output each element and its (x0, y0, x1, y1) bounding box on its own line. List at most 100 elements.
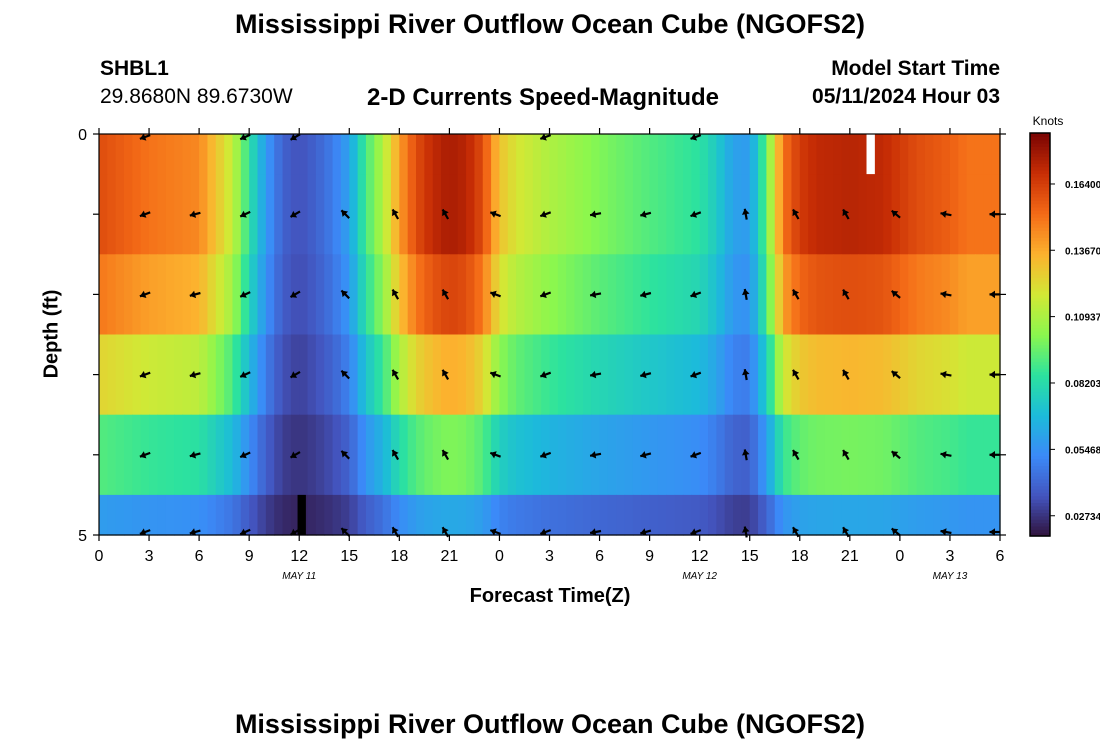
heatmap-cell (457, 254, 467, 336)
colorbar-segment (1030, 250, 1050, 255)
heatmap-cell (858, 494, 868, 536)
colorbar-segment (1030, 287, 1050, 292)
colorbar-segment (1030, 421, 1050, 426)
heatmap-cell (716, 414, 726, 496)
current-arrowhead (940, 451, 947, 459)
heatmap-cell (716, 254, 726, 336)
date-label: MAY 11 (282, 571, 316, 582)
heatmap-cell (232, 174, 242, 255)
heatmap-cell (924, 254, 934, 336)
heatmap-cell (215, 174, 225, 255)
heatmap-cell (899, 134, 909, 175)
heatmap-cell (399, 174, 409, 255)
colorbar-segment (1030, 203, 1050, 208)
heatmap-cell (833, 414, 843, 496)
heatmap-cell (532, 134, 542, 175)
colorbar-segment (1030, 371, 1050, 376)
heatmap-cell (724, 494, 734, 536)
heatmap-cell (733, 334, 742, 416)
heatmap-cell (149, 254, 158, 336)
colorbar-segment (1030, 149, 1050, 154)
colorbar-segment (1030, 411, 1050, 416)
colorbar-segment (1030, 347, 1050, 352)
heatmap-cell (407, 414, 417, 496)
heatmap-cell (274, 334, 284, 416)
heatmap-cell (232, 334, 242, 416)
current-arrowhead (590, 210, 597, 218)
heatmap-cell (474, 414, 484, 496)
heatmap-cell (983, 174, 993, 255)
colorbar-segment (1030, 297, 1050, 302)
heatmap-cell (774, 254, 784, 336)
heatmap-cell (874, 334, 884, 416)
current-arrowhead (341, 370, 348, 378)
current-arrowhead (290, 291, 298, 298)
heatmap-cell (858, 414, 868, 496)
heatmap-cell (524, 334, 534, 416)
heatmap-cell (774, 494, 784, 536)
heatmap-cell (349, 134, 359, 175)
heatmap-cell (674, 414, 684, 496)
heatmap-cell (199, 414, 209, 496)
heatmap-cell (574, 494, 584, 536)
heatmap-cell (791, 134, 801, 175)
heatmap-cell (357, 174, 367, 255)
current-arrowhead (690, 371, 697, 379)
colorbar-segment (1030, 465, 1050, 470)
heatmap-cell (758, 174, 767, 255)
heatmap-cell (107, 254, 117, 336)
heatmap-cell (407, 174, 417, 255)
heatmap-cell (124, 334, 133, 416)
x-tick-label: 9 (645, 548, 654, 565)
heatmap-cell (824, 254, 834, 336)
heatmap-cell (357, 134, 367, 175)
current-arrowhead (540, 210, 547, 218)
colorbar-segment (1030, 394, 1050, 399)
heatmap-cell (966, 414, 976, 496)
colorbar-segment (1030, 166, 1050, 171)
colorbar-segment (1030, 223, 1050, 228)
current-arrowhead (490, 451, 497, 459)
heatmap-cell (416, 254, 425, 336)
colorbar-segment (1030, 206, 1050, 211)
heatmap-cell (657, 494, 667, 536)
heatmap-cell (215, 334, 225, 416)
colorbar-segment (1030, 337, 1050, 342)
heatmap-cell (224, 334, 234, 416)
heatmap-cell (124, 414, 133, 496)
heatmap-cell (416, 414, 425, 496)
heatmap-cell (199, 254, 209, 336)
heatmap-cell (99, 494, 108, 536)
heatmap-cell (524, 174, 534, 255)
y-tick-label: 5 (78, 528, 87, 545)
heatmap-cell (257, 254, 267, 336)
heatmap-cell (557, 134, 567, 175)
current-arrowhead (690, 210, 697, 218)
heatmap-cell (916, 414, 926, 496)
heatmap-cell (382, 134, 392, 175)
heatmap-cell (99, 174, 108, 255)
heatmap-cell (549, 414, 559, 496)
x-tick-label: 0 (495, 548, 504, 565)
colorbar-segment (1030, 327, 1050, 332)
heatmap-cell (174, 414, 184, 496)
heatmap-cell (257, 134, 267, 175)
heatmap-cell (215, 494, 225, 536)
current-arrowhead (139, 210, 147, 218)
heatmap-cell (649, 494, 659, 536)
heatmap-cell (624, 134, 634, 175)
current-arrowhead (189, 528, 197, 536)
heatmap-cell (741, 494, 751, 536)
colorbar-segment (1030, 519, 1050, 524)
heatmap-cell (974, 134, 984, 175)
heatmap-cell (165, 334, 175, 416)
heatmap-cell (824, 414, 834, 496)
heatmap-cell (566, 254, 576, 336)
colorbar-segment (1030, 334, 1050, 339)
heatmap-cell (591, 134, 601, 175)
heatmap-cell (674, 254, 684, 336)
heatmap-cell (174, 494, 184, 536)
heatmap-cell (599, 494, 609, 536)
heatmap-cell (274, 254, 284, 336)
